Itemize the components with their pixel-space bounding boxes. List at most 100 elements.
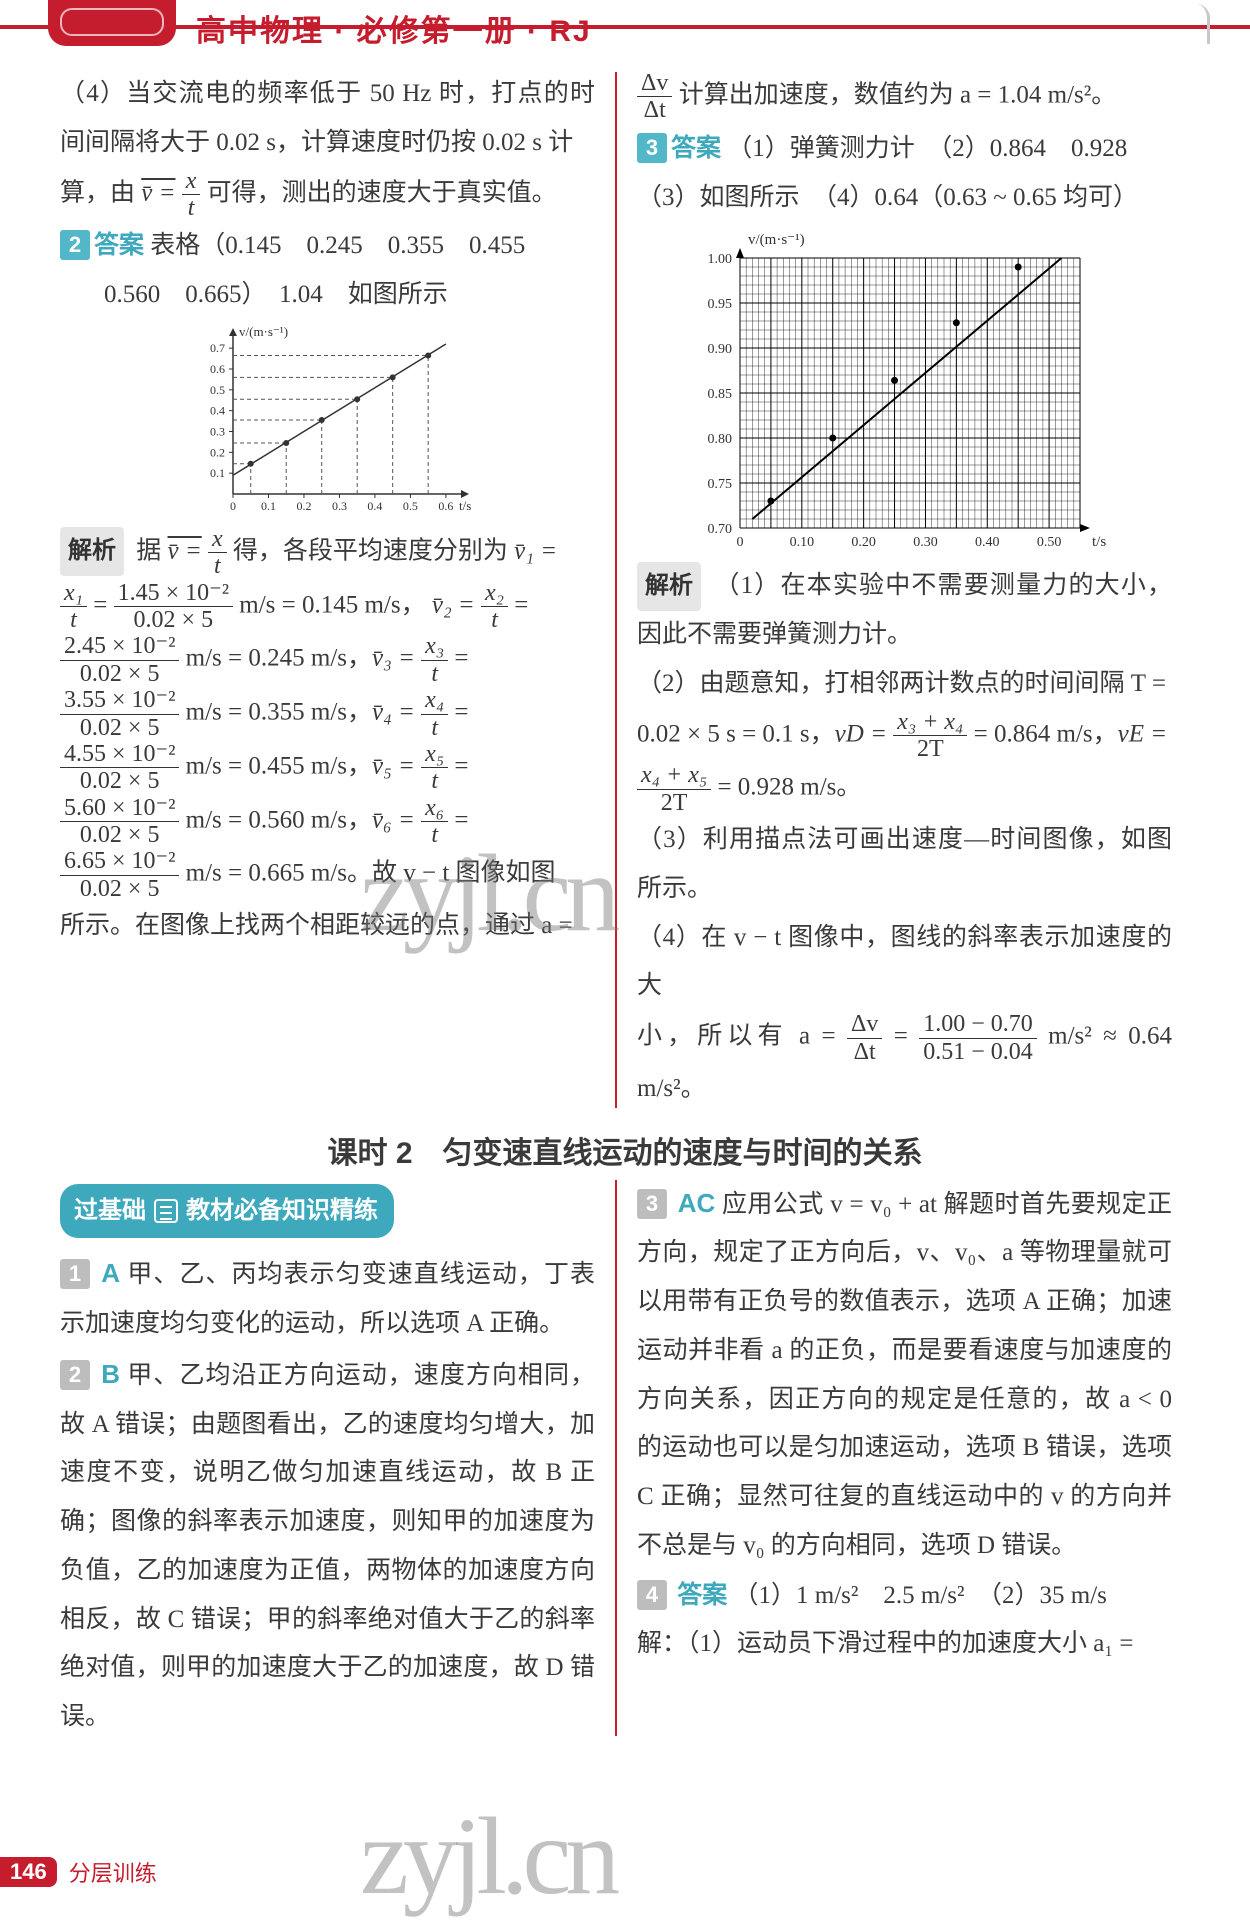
- top-d: Δt: [637, 97, 672, 123]
- e4a: （4）在 v − t 图像中，图线的斜率表示加速度的大: [637, 914, 1172, 1012]
- pill-a: 过基础: [74, 1188, 146, 1235]
- section-2-title: 课时 2 匀变速直线运动的速度与时间的关系: [0, 1114, 1250, 1178]
- jiexi-row: 解析 据 v̄ = xt 得，各段平均速度分别为 v̄₁ =: [60, 526, 595, 580]
- left-tail: 所示。在图像上找两个相距较远的点，通过 a =: [60, 902, 595, 951]
- row2: 2.45 × 10⁻²0.02 × 5 m/s = 0.245 m/s，v̄₃ …: [60, 633, 595, 687]
- q2-values-2: 0.560 0.665） 1.04 如图所示: [60, 271, 595, 320]
- vt-chart-small: 00.10.20.30.40.50.60.10.20.30.40.50.60.7…: [178, 324, 478, 524]
- p4b-pre: 算，由: [60, 179, 135, 206]
- q1-text: 甲、乙、丙均表示匀变速直线运动，丁表示加速度均匀变化的运动，所以选项 A 正确。: [60, 1261, 595, 1337]
- list-icon: [154, 1199, 178, 1223]
- q2-answer-letter: B: [101, 1359, 120, 1389]
- p4b-n: x: [182, 168, 201, 195]
- row4: 4.55 × 10⁻²0.02 × 5 m/s = 0.455 m/s，v̄₅ …: [60, 741, 595, 795]
- svg-text:0.7: 0.7: [210, 341, 225, 355]
- row5: 5.60 × 10⁻²0.02 × 5 m/s = 0.560 m/s，v̄₆ …: [60, 795, 595, 849]
- lower-left: 过基础 教材必备知识精练 1 A 甲、乙、丙均表示匀变速直线运动，丁表示加速度均…: [60, 1178, 615, 1742]
- svg-text:0.6: 0.6: [210, 362, 225, 376]
- vt-chart-big: 00.100.200.300.400.500.700.750.800.850.9…: [670, 228, 1140, 558]
- lr-q4-ans: 4 答案 （1）1 m/s² 2.5 m/s² （2）35 m/s: [637, 1571, 1172, 1621]
- svg-text:t/s: t/s: [459, 498, 471, 513]
- lr-q3: 3 AC 应用公式 v = v₀ + at 解题时首先要规定正方向，规定了正方向…: [637, 1178, 1172, 1571]
- ll-q2: 2 B 甲、乙均沿正方向运动，速度方向相同，故 A 错误；由题图看出，乙的速度均…: [60, 1349, 595, 1742]
- ll-q1: 1 A 甲、乙、丙均表示匀变速直线运动，丁表示加速度均匀变化的运动，所以选项 A…: [60, 1248, 595, 1349]
- svg-text:0.10: 0.10: [789, 535, 814, 550]
- jx-pre: 据: [136, 537, 161, 564]
- jiexi-label: 解析: [60, 527, 124, 576]
- q3-line2: （3）如图所示 （4）0.64（0.63 ~ 0.65 均可）: [637, 174, 1172, 223]
- e4b: 小，所以有 a = ΔvΔt = 1.00 − 0.700.51 − 0.04 …: [637, 1011, 1172, 1114]
- chart-big: 00.100.200.300.400.500.700.750.800.850.9…: [637, 222, 1172, 562]
- svg-text:0.90: 0.90: [707, 342, 732, 357]
- svg-text:0.5: 0.5: [210, 383, 225, 397]
- q1-number-icon: 1: [60, 1259, 90, 1289]
- right-column: ΔvΔt 计算出加速度，数值约为 a = 1.04 m/s²。 3答案 （1）弹…: [617, 70, 1172, 1114]
- svg-text:0.1: 0.1: [260, 499, 275, 513]
- q3b-number-icon: 3: [637, 1189, 667, 1219]
- watermark-2: zyjl.cn: [360, 1793, 614, 1920]
- svg-text:0.95: 0.95: [707, 297, 732, 312]
- row1: x₁t = 1.45 × 10⁻²0.02 × 5 m/s = 0.145 m/…: [60, 580, 595, 634]
- q4-jie: 解：（1）运动员下滑过程中的加速度大小 a₁ =: [637, 1620, 1172, 1669]
- p4b-lhs: v̄ =: [141, 179, 175, 206]
- chart-small: 00.10.20.30.40.50.60.10.20.30.40.50.60.7…: [60, 320, 595, 526]
- svg-text:0.2: 0.2: [296, 499, 311, 513]
- lower-block: 过基础 教材必备知识精练 1 A 甲、乙、丙均表示匀变速直线运动，丁表示加速度均…: [0, 1178, 1250, 1742]
- e2b: 0.02 × 5 s = 0.1 s，vD = x₃ + x₄2T = 0.86…: [637, 709, 1172, 763]
- svg-text:0.2: 0.2: [210, 445, 225, 459]
- top-post: 计算出加速度，数值约为 a = 1.04 m/s²。: [679, 82, 1117, 109]
- answer-label: 答案: [94, 231, 144, 259]
- basics-pill: 过基础 教材必备知识精练: [60, 1184, 394, 1239]
- q3-answer: 3答案 （1）弹簧测力计 （2）0.864 0.928: [637, 124, 1172, 174]
- para-4b: 算，由 v̄ = xt 可得，测出的速度大于真实值。: [60, 168, 595, 222]
- e1: （1）在本实验中不需要测量力的大小，因此不需要弹簧测力计。: [637, 572, 1172, 648]
- jx-tail: v̄₁ =: [514, 537, 557, 564]
- svg-text:1.00: 1.00: [707, 252, 732, 267]
- e2a: （2）由题意知，打相邻两计数点的时间间隔 T =: [637, 660, 1172, 709]
- upper-block: （4）当交流电的频率低于 50 Hz 时，打点的时间间隔将大于 0.02 s，计…: [0, 56, 1250, 1114]
- page-number: 146: [0, 1857, 57, 1887]
- q4-line: （1）1 m/s² 2.5 m/s² （2）35 m/s: [734, 1582, 1107, 1609]
- answer-label-3: 答案: [671, 134, 721, 162]
- p4b-d: t: [182, 195, 201, 221]
- q3-line1: （1）弹簧测力计 （2）0.864 0.928: [727, 135, 1127, 162]
- e2c: x₄ + x₅2T = 0.928 m/s。: [637, 762, 1172, 816]
- jx-frac: xt: [208, 526, 227, 580]
- jiexi-label-2: 解析: [637, 562, 701, 611]
- svg-text:t/s: t/s: [1092, 534, 1106, 550]
- lower-right: 3 AC 应用公式 v = v₀ + at 解题时首先要规定正方向，规定了正方向…: [617, 1178, 1172, 1742]
- para-4a: （4）当交流电的频率低于 50 Hz 时，打点的时间间隔将大于 0.02 s，计…: [60, 70, 595, 168]
- left-column: （4）当交流电的频率低于 50 Hz 时，打点的时间间隔将大于 0.02 s，计…: [60, 70, 615, 1114]
- svg-text:0.30: 0.30: [913, 535, 938, 550]
- footer-text: 分层训练: [57, 1856, 157, 1888]
- q2b-number-icon: 2: [60, 1360, 90, 1390]
- svg-text:0.5: 0.5: [402, 499, 417, 513]
- svg-text:0.1: 0.1: [210, 466, 225, 480]
- svg-text:0.85: 0.85: [707, 387, 732, 402]
- q1-answer-letter: A: [101, 1258, 120, 1288]
- svg-text:0.6: 0.6: [438, 499, 453, 513]
- q3-answer-letter: AC: [678, 1188, 716, 1218]
- row6: 6.65 × 10⁻²0.02 × 5 m/s = 0.665 m/s。故 v …: [60, 848, 595, 902]
- svg-text:0.70: 0.70: [707, 522, 732, 537]
- page-footer: 146 分层训练: [0, 1856, 157, 1888]
- q2-text: 甲、乙均沿正方向运动，速度方向相同，故 A 错误；由题图看出，乙的速度均匀增大，…: [60, 1362, 595, 1730]
- page-header: 高中物理 · 必修第一册 · RJ: [0, 0, 1250, 56]
- q2-answer-row: 2答案 表格（0.145 0.245 0.355 0.455: [60, 221, 595, 271]
- jiexi-right: 解析 （1）在本实验中不需要测量力的大小，因此不需要弹簧测力计。: [637, 562, 1172, 660]
- right-top: ΔvΔt 计算出加速度，数值约为 a = 1.04 m/s²。: [637, 70, 1172, 124]
- svg-text:0.80: 0.80: [707, 432, 732, 447]
- page-title: 高中物理 · 必修第一册 · RJ: [196, 6, 592, 50]
- svg-text:0.3: 0.3: [331, 499, 346, 513]
- svg-text:v/(m·s⁻¹): v/(m·s⁻¹): [748, 232, 805, 248]
- q2-number-icon: 2: [60, 230, 90, 260]
- svg-text:0.4: 0.4: [367, 499, 382, 513]
- jx-post: 得，各段平均速度分别为: [233, 537, 508, 564]
- p4b-frac: xt: [182, 168, 201, 222]
- top-n: Δv: [637, 70, 672, 97]
- svg-text:0.20: 0.20: [851, 535, 876, 550]
- p4b-post: 可得，测出的速度大于真实值。: [207, 179, 557, 206]
- q4-number-icon: 4: [637, 1580, 667, 1610]
- row3: 3.55 × 10⁻²0.02 × 5 m/s = 0.355 m/s，v̄₄ …: [60, 687, 595, 741]
- answer-label-4: 答案: [677, 1581, 727, 1609]
